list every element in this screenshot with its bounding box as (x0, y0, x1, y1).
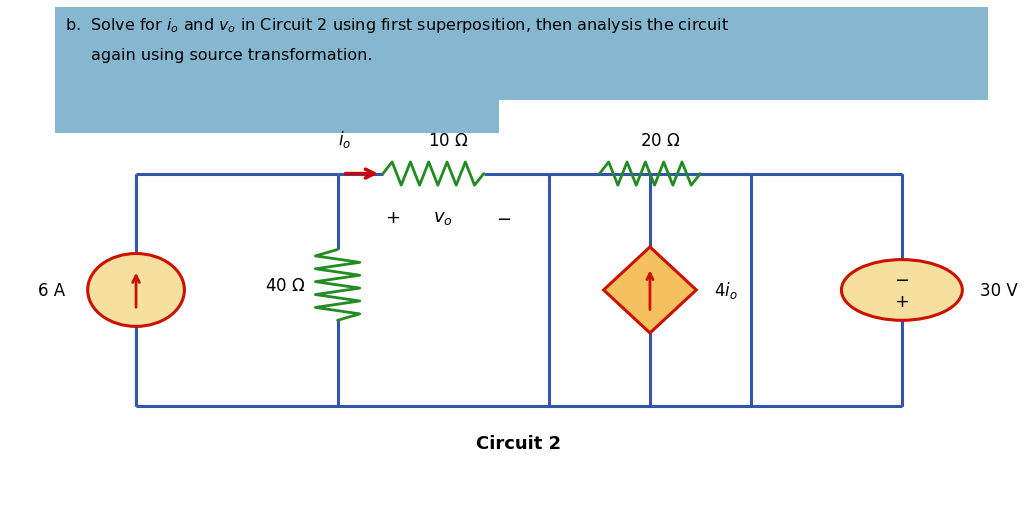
Text: $-$: $-$ (497, 208, 511, 226)
Ellipse shape (88, 254, 184, 327)
Text: again using source transformation.: again using source transformation. (91, 48, 372, 63)
Text: Circuit 2: Circuit 2 (476, 434, 561, 452)
Text: $4i_o$: $4i_o$ (715, 280, 738, 301)
FancyBboxPatch shape (55, 8, 987, 101)
Text: $v_o$: $v_o$ (433, 208, 454, 226)
Text: $i_o$: $i_o$ (338, 129, 351, 150)
Text: b.  Solve for $i_o$ and $v_o$ in Circuit 2 using first superposition, then analy: b. Solve for $i_o$ and $v_o$ in Circuit … (66, 16, 729, 35)
Text: $40\ \Omega$: $40\ \Omega$ (264, 276, 305, 294)
Circle shape (842, 260, 963, 321)
Text: $+$: $+$ (385, 208, 400, 226)
Polygon shape (603, 247, 696, 333)
FancyBboxPatch shape (55, 101, 499, 134)
Text: $20\ \Omega$: $20\ \Omega$ (640, 132, 680, 150)
Text: 6 A: 6 A (38, 281, 66, 299)
Text: 30 V: 30 V (980, 281, 1018, 299)
Text: $10\ \Omega$: $10\ \Omega$ (428, 132, 469, 150)
Text: $+$: $+$ (894, 293, 909, 311)
Text: $-$: $-$ (894, 270, 909, 288)
